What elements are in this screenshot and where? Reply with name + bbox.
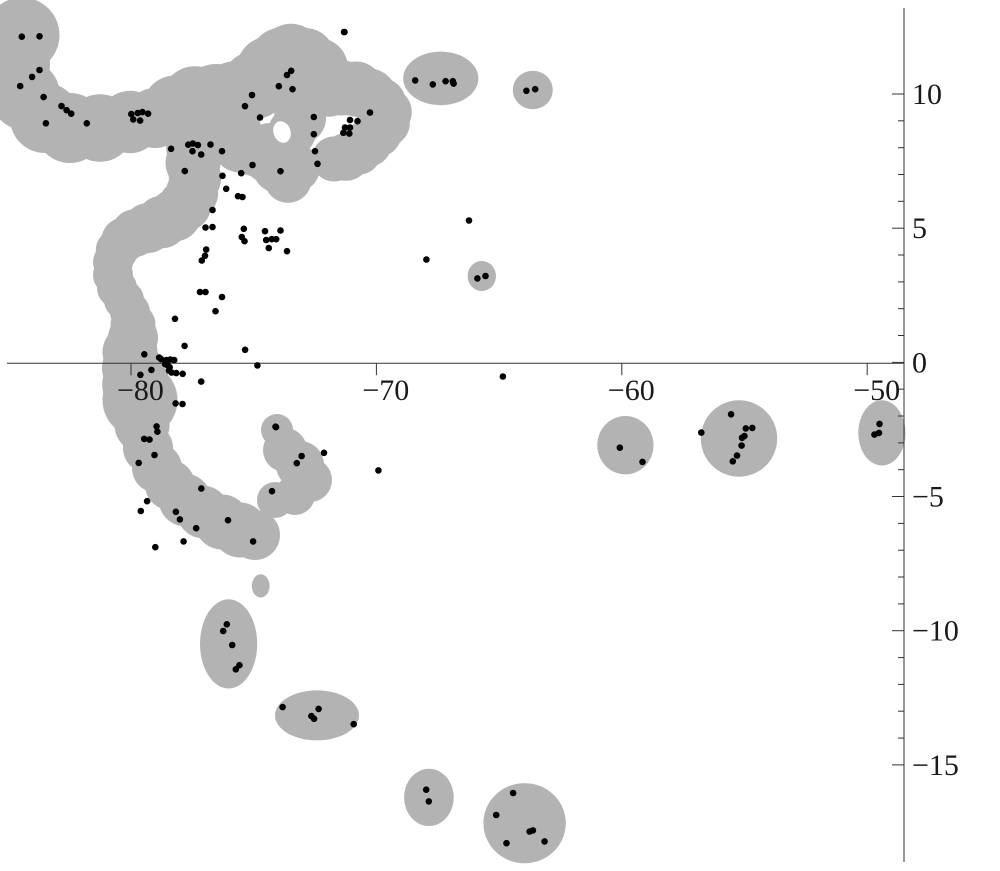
svg-text:−10: −10 bbox=[912, 615, 959, 648]
svg-text:−15: −15 bbox=[912, 749, 959, 782]
svg-text:−50: −50 bbox=[853, 374, 900, 407]
svg-text:−70: −70 bbox=[362, 374, 409, 407]
svg-text:−60: −60 bbox=[608, 374, 655, 407]
svg-text:10: 10 bbox=[912, 78, 942, 111]
svg-text:−5: −5 bbox=[912, 481, 944, 514]
svg-text:0: 0 bbox=[912, 346, 927, 379]
svg-text:−80: −80 bbox=[117, 374, 164, 407]
svg-text:5: 5 bbox=[912, 212, 927, 245]
